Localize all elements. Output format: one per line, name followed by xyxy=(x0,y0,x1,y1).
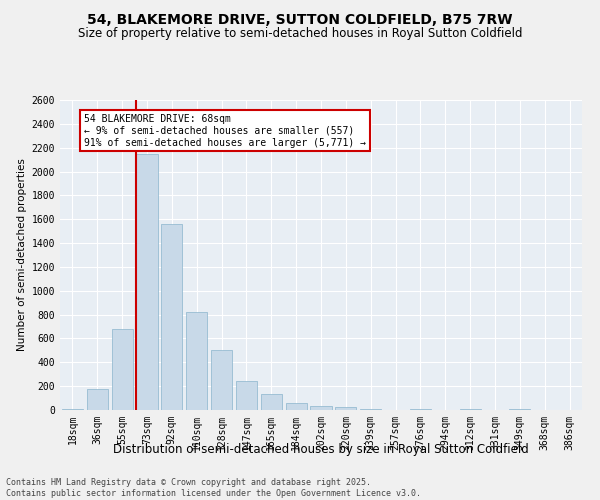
Text: Distribution of semi-detached houses by size in Royal Sutton Coldfield: Distribution of semi-detached houses by … xyxy=(113,442,529,456)
Text: 54, BLAKEMORE DRIVE, SUTTON COLDFIELD, B75 7RW: 54, BLAKEMORE DRIVE, SUTTON COLDFIELD, B… xyxy=(87,12,513,26)
Bar xyxy=(161,224,182,410)
Bar xyxy=(261,394,282,410)
Bar xyxy=(236,382,257,410)
Y-axis label: Number of semi-detached properties: Number of semi-detached properties xyxy=(17,158,28,352)
Bar xyxy=(360,408,381,410)
Bar xyxy=(136,154,158,410)
Bar xyxy=(310,406,332,410)
Bar xyxy=(87,388,108,410)
Text: Size of property relative to semi-detached houses in Royal Sutton Coldfield: Size of property relative to semi-detach… xyxy=(78,28,522,40)
Bar xyxy=(186,312,207,410)
Text: Contains HM Land Registry data © Crown copyright and database right 2025.
Contai: Contains HM Land Registry data © Crown c… xyxy=(6,478,421,498)
Bar xyxy=(112,329,133,410)
Bar xyxy=(286,404,307,410)
Bar xyxy=(211,350,232,410)
Bar xyxy=(335,407,356,410)
Bar xyxy=(410,408,431,410)
Text: 54 BLAKEMORE DRIVE: 68sqm
← 9% of semi-detached houses are smaller (557)
91% of : 54 BLAKEMORE DRIVE: 68sqm ← 9% of semi-d… xyxy=(83,114,365,148)
